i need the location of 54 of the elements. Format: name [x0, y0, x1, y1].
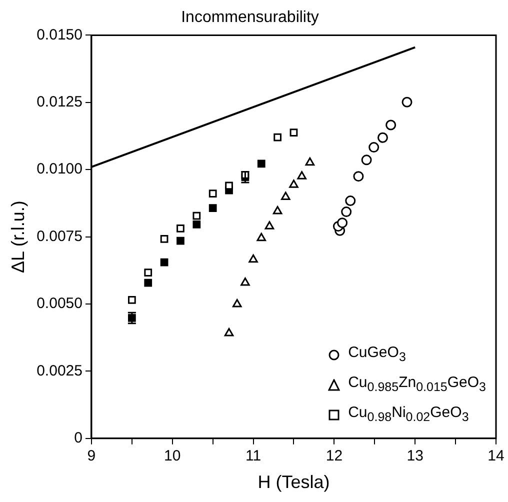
point: [144, 268, 152, 276]
point: [176, 236, 184, 245]
point: [128, 296, 136, 304]
point: [144, 278, 152, 287]
point: [176, 224, 184, 232]
legend-label: CuGeO$_{3}$: [348, 343, 406, 366]
x-tick-label: 12: [326, 448, 343, 465]
point: [281, 192, 290, 200]
point: [341, 206, 352, 218]
point: [297, 171, 306, 180]
point: [160, 235, 168, 243]
point: [248, 254, 258, 263]
point: [345, 196, 356, 206]
x-tick-label: 11: [246, 448, 262, 465]
point: [361, 154, 372, 166]
point: [272, 206, 282, 214]
point: [337, 218, 348, 228]
point: [257, 160, 266, 168]
legend-label: Cu$_{0.98}$Ni$_{0.02}$GeO$_{3}$: [348, 403, 469, 426]
point: [290, 128, 298, 136]
chart-title: Incommensurability: [181, 9, 319, 26]
point: [402, 96, 412, 108]
point: [225, 182, 233, 190]
point: [274, 133, 282, 142]
y-tick-label: 0.0050: [36, 295, 82, 312]
x-tick-label: 9: [87, 448, 96, 465]
point: [208, 190, 217, 198]
point: [305, 157, 315, 166]
x-axis-title: H (Tesla): [258, 472, 330, 492]
point: [264, 221, 274, 230]
point: [192, 220, 201, 228]
y-tick-label: 0.0075: [36, 228, 82, 245]
x-tick-label: 10: [164, 448, 181, 465]
x-tick-label: 13: [406, 448, 424, 465]
point: [240, 278, 250, 286]
point: [289, 180, 298, 188]
y-tick-label: 0.0125: [36, 94, 82, 111]
point: [208, 204, 217, 212]
y-tick-label: 0.0150: [36, 26, 82, 44]
y-tick-label: 0.0025: [36, 362, 82, 380]
point: [160, 258, 168, 266]
point: [377, 132, 388, 143]
point: [192, 212, 201, 220]
legend-label: Cu$_{0.985}$Zn$_{0.015}$GeO$_{3}$: [348, 373, 486, 396]
y-tick-label: 0: [74, 430, 82, 447]
x-tick-label: 14: [488, 448, 504, 465]
point: [353, 171, 364, 182]
point: [232, 299, 242, 308]
point: [386, 120, 396, 130]
y-axis-title: ΔL (r.l.u.): [8, 200, 28, 273]
point: [224, 328, 234, 336]
point: [256, 232, 266, 242]
y-tick-label: 0.0100: [36, 160, 82, 178]
point: [368, 142, 380, 153]
